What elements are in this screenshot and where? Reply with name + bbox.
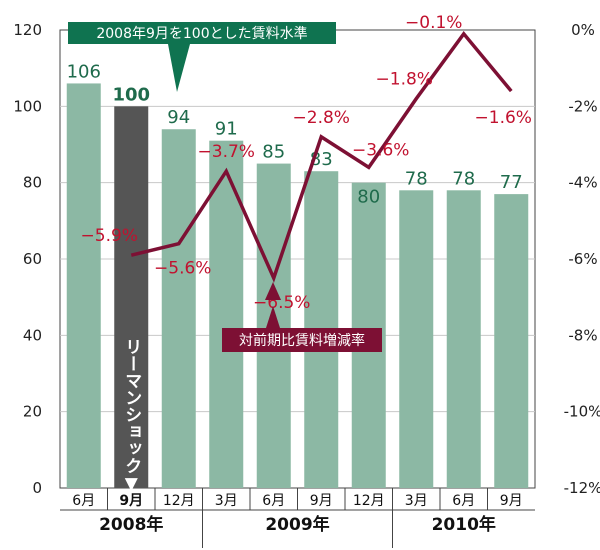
category-label: 9月 xyxy=(119,493,143,509)
category-label: 12月 xyxy=(353,493,385,509)
year-label: 2009年 xyxy=(265,514,329,535)
line-legend-callout xyxy=(222,328,382,352)
line-value-label: −0.1% xyxy=(405,13,462,33)
y-right-tick: -12% xyxy=(564,479,600,497)
category-label: 6月 xyxy=(72,493,95,509)
bar-value-label: 100 xyxy=(112,84,150,105)
y-left-tick: 120 xyxy=(13,21,42,39)
category-label: 3月 xyxy=(215,493,238,509)
bar-value-label: 85 xyxy=(262,142,285,163)
y-right-tick: -4% xyxy=(568,174,597,192)
category-label: 9月 xyxy=(500,493,523,509)
bar xyxy=(161,129,196,488)
line-series xyxy=(130,30,513,283)
y-left-tick: 80 xyxy=(23,174,42,192)
category-label: 6月 xyxy=(452,493,475,509)
bar xyxy=(446,190,481,489)
bar xyxy=(399,190,434,489)
category-label: 9月 xyxy=(310,493,333,509)
line-value-label: −1.6% xyxy=(475,108,532,128)
line-value-label: −6.5% xyxy=(253,293,310,313)
bar-legend-callout xyxy=(68,22,336,44)
year-label: 2010年 xyxy=(432,514,496,535)
y-left-tick: 100 xyxy=(13,97,42,115)
bar-legend-label: 2008年9月を100とした賃料水準 xyxy=(96,26,307,42)
bar xyxy=(494,194,529,488)
line-legend-stem xyxy=(266,306,280,328)
y-right-tick: -6% xyxy=(568,250,597,268)
line-value-label: −5.9% xyxy=(81,226,138,246)
line-value-label: −1.8% xyxy=(376,70,433,90)
line-value-label: −3.7% xyxy=(198,142,255,162)
line-value-label: −3.6% xyxy=(352,140,409,160)
line-value-label: −5.6% xyxy=(154,259,211,279)
bar-legend-pointer xyxy=(168,44,190,92)
bar-value-label: 94 xyxy=(167,107,190,128)
category-label: 12月 xyxy=(163,493,195,509)
y-left-tick: 0 xyxy=(32,479,42,497)
bar-value-label: 78 xyxy=(405,168,428,189)
bar-value-label: 80 xyxy=(357,187,380,208)
year-label: 2008年 xyxy=(99,514,163,535)
category-label: 3月 xyxy=(405,493,428,509)
lehman-shock-annotation: リーマンショック▼ xyxy=(121,338,141,494)
y-right-tick: -10% xyxy=(564,403,600,421)
line-legend-pointer xyxy=(265,282,281,300)
y-right-tick: -2% xyxy=(568,97,597,115)
bar-value-label: 91 xyxy=(215,119,238,140)
line-legend-label: 対前期比賃料増減率 xyxy=(239,332,365,349)
bar xyxy=(66,83,101,488)
y-left-tick: 60 xyxy=(23,250,42,268)
bar xyxy=(209,140,244,488)
line-value-label: −2.8% xyxy=(293,108,350,128)
bar-highlight xyxy=(114,106,149,488)
y-right-tick: -8% xyxy=(568,326,597,344)
y-left-tick: 20 xyxy=(23,403,42,421)
bar-value-label: 106 xyxy=(67,61,101,82)
bar-value-label: 77 xyxy=(500,172,523,193)
bar-value-label: 78 xyxy=(452,168,475,189)
category-label: 6月 xyxy=(262,493,285,509)
y-left-tick: 40 xyxy=(23,326,42,344)
y-right-tick: 0% xyxy=(571,21,595,39)
